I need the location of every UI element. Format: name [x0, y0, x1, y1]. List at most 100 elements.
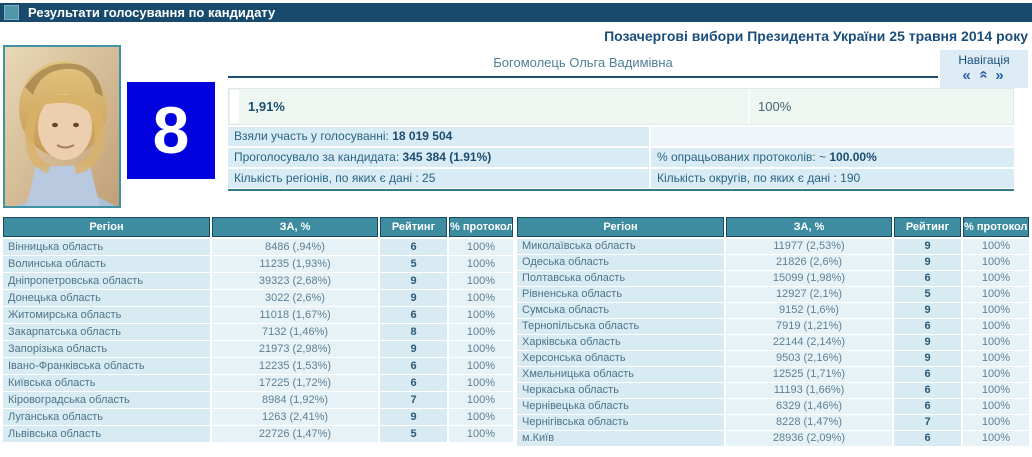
nav-up-icon[interactable]: « [975, 70, 993, 81]
region-cell: Кіровоградська область [3, 392, 210, 408]
rating-cell: 6 [894, 431, 961, 446]
portrait-placeholder-icon [5, 47, 119, 206]
stat-label: Взяли участь у голосуванні: [234, 129, 389, 143]
votes-cell: 8984 (1,92%) [212, 392, 378, 408]
stat-label: % опрацьованих протоколів: ~ [657, 150, 830, 164]
protocols-cell: 100% [963, 415, 1029, 430]
table-row: Запорізька область 21973 (2,98%) 9 100% [3, 341, 513, 357]
rating-cell: 6 [894, 383, 961, 398]
table-row: Вінницька область 8486 (,94%) 6 100% [3, 239, 513, 255]
table-row: Одеська область 21826 (2,6%) 9 100% [517, 255, 1029, 270]
navigation-arrows: « « » [940, 67, 1028, 84]
table-row: Хмельницька область 12525 (1,71%) 6 100% [517, 367, 1029, 382]
divider [228, 189, 1014, 191]
rating-cell: 9 [380, 409, 447, 425]
stat-empty-cell [651, 127, 1014, 146]
protocols-cell: 100% [963, 255, 1029, 270]
rating-cell: 9 [894, 303, 961, 318]
rating-cell: 6 [894, 399, 961, 414]
region-cell: Миколаївська область [517, 239, 724, 254]
protocols-cell: 100% [449, 324, 513, 340]
region-cell: Закарпатська область [3, 324, 210, 340]
table-row: Харківська область 22144 (2,14%) 9 100% [517, 335, 1029, 350]
votes-cell: 11235 (1,93%) [212, 256, 378, 272]
navigation-label: Навігація [958, 53, 1010, 67]
column-header: Рейтинг [894, 217, 961, 237]
protocols-cell: 100% [963, 351, 1029, 366]
votes-cell: 7132 (1,46%) [212, 324, 378, 340]
protocols-cell: 100% [963, 287, 1029, 302]
nav-prev-icon[interactable]: « [962, 67, 973, 84]
votes-cell: 39323 (2,68%) [212, 273, 378, 289]
rating-cell: 8 [380, 324, 447, 340]
region-cell: м.Київ [517, 431, 724, 446]
region-cell: Волинська область [3, 256, 210, 272]
votes-cell: 15099 (1,98%) [726, 271, 892, 286]
region-cell: Херсонська область [517, 351, 724, 366]
rating-cell: 6 [894, 319, 961, 334]
page-title: Результати голосування по кандидату [28, 5, 276, 20]
votes-cell: 9503 (2,16%) [726, 351, 892, 366]
protocols-cell: 100% [449, 239, 513, 255]
region-cell: Луганська область [3, 409, 210, 425]
divider [228, 76, 938, 78]
table-row: Луганська область 1263 (2,41%) 9 100% [3, 409, 513, 425]
region-cell: Запорізька область [3, 341, 210, 357]
table-row: Волинська область 11235 (1,93%) 5 100% [3, 256, 513, 272]
column-header: % протоколів [449, 217, 513, 237]
region-cell: Хмельницька область [517, 367, 724, 382]
result-percent-bar: 1,91% 100% [228, 88, 1014, 125]
protocols-cell: 100% [449, 273, 513, 289]
protocols-cell: 100% [963, 383, 1029, 398]
stat-voted: Проголосувало за кандидата: 345 384 (1.9… [228, 148, 649, 167]
protocols-cell: 100% [449, 341, 513, 357]
result-percent-label: 1,91% [248, 99, 285, 114]
stat-label: Кількість регіонів, по яких є дані : 25 [234, 171, 436, 185]
votes-cell: 22726 (1,47%) [212, 426, 378, 442]
table-row: м.Київ 28936 (2,09%) 6 100% [517, 431, 1029, 446]
votes-cell: 12235 (1,53%) [212, 358, 378, 374]
votes-cell: 8486 (,94%) [212, 239, 378, 255]
table-row: Черкаська область 11193 (1,66%) 6 100% [517, 383, 1029, 398]
scale-segment: 100% [748, 89, 1013, 124]
rating-cell: 6 [380, 358, 447, 374]
table-row: Тернопільська область 7919 (1,21%) 6 100% [517, 319, 1029, 334]
rating-cell: 6 [380, 375, 447, 391]
rating-cell: 6 [894, 271, 961, 286]
table-row: Донецька область 3022 (2,6%) 9 100% [3, 290, 513, 306]
nav-next-icon[interactable]: » [995, 67, 1006, 84]
region-cell: Донецька область [3, 290, 210, 306]
protocols-cell: 100% [963, 367, 1029, 382]
rating-cell: 9 [894, 239, 961, 254]
region-cell: Івано-Франківська область [3, 358, 210, 374]
votes-cell: 1263 (2,41%) [212, 409, 378, 425]
table-row: Львівська область 22726 (1,47%) 5 100% [3, 426, 513, 442]
stat-value: 345 384 (1.91%) [402, 150, 492, 164]
region-cell: Чернігівська область [517, 415, 724, 430]
ballot-number: 8 [127, 82, 215, 179]
column-header: Регіон [3, 217, 210, 237]
stat-value: 18 019 504 [392, 129, 453, 143]
column-header: ЗА, % [212, 217, 378, 237]
protocols-cell: 100% [963, 431, 1029, 446]
votes-cell: 6329 (1,46%) [726, 399, 892, 414]
rating-cell: 5 [380, 256, 447, 272]
region-cell: Черкаська область [517, 383, 724, 398]
page-header-bar: Результати голосування по кандидату [0, 3, 1032, 22]
table-row: Івано-Франківська область 12235 (1,53%) 6 1… [3, 358, 513, 374]
table-row: Дніпропетровська область 39323 (2,68%) 9 10… [3, 273, 513, 289]
votes-cell: 28936 (2,09%) [726, 431, 892, 446]
stat-label: Проголосувало за кандидата: [234, 150, 400, 164]
rating-cell: 5 [894, 287, 961, 302]
votes-cell: 11018 (1,67%) [212, 307, 378, 323]
column-header: % протоколів [963, 217, 1029, 237]
rating-cell: 9 [894, 351, 961, 366]
table-row: Чернігівська область 8228 (1,47%) 7 100% [517, 415, 1029, 430]
votes-cell: 17225 (1,72%) [212, 375, 378, 391]
table-row: Житомирська область 11018 (1,67%) 6 100% [3, 307, 513, 323]
stat-districts: Кількість округів, по яких є дані : 190 [651, 169, 1014, 188]
stat-participated: Взяли участь у голосуванні: 18 019 504 [228, 127, 649, 146]
